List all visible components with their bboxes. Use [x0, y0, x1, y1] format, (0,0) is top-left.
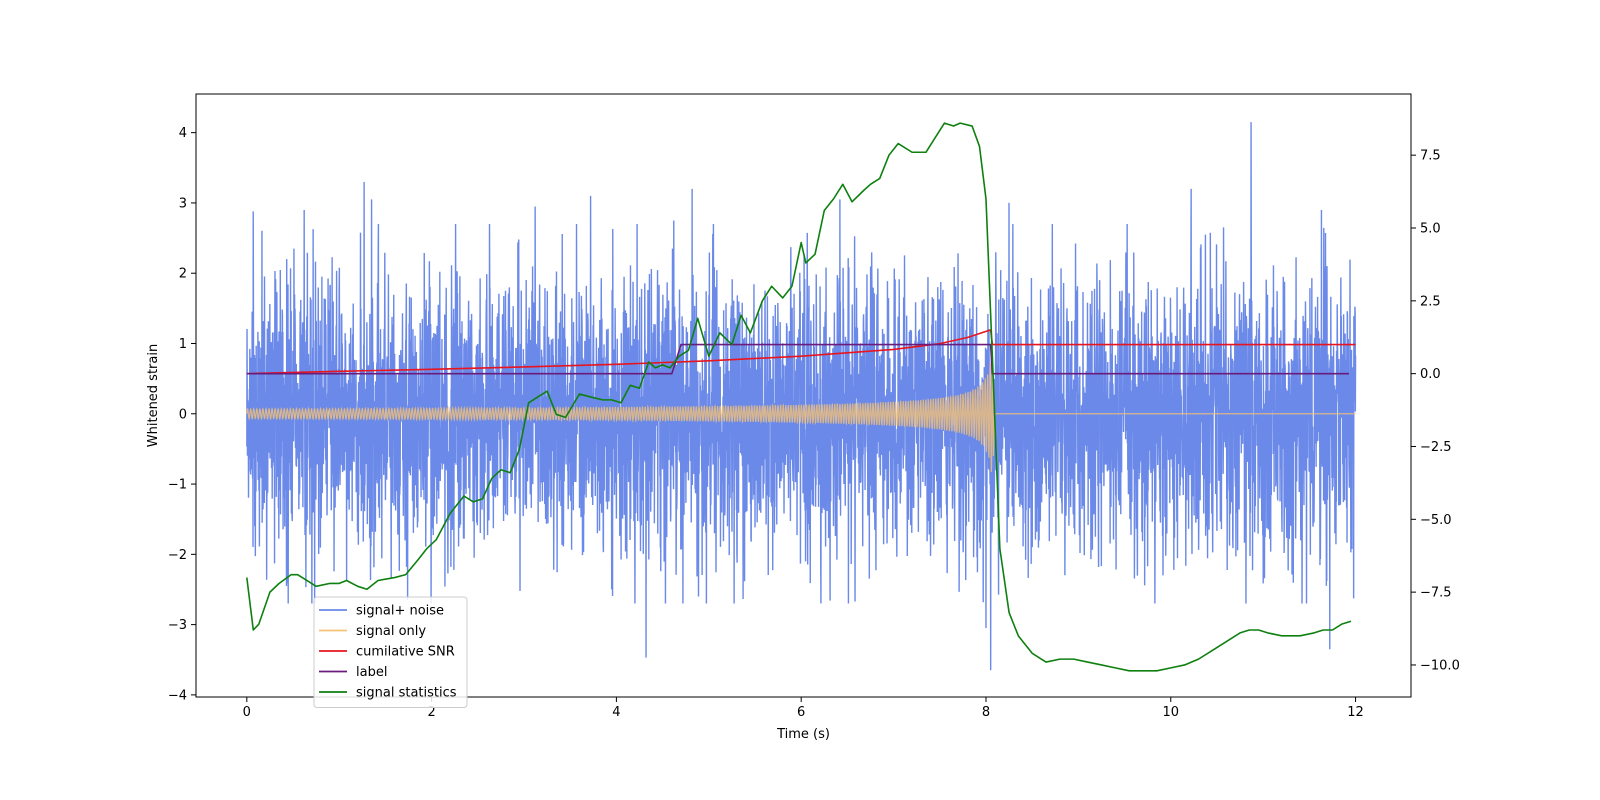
series-signal-only: [246, 350, 1356, 473]
y-tick-label: −4: [168, 688, 187, 703]
legend: signal+ noise signal only cumilative SNR la…: [313, 596, 468, 708]
plot-frame: [195, 93, 1412, 698]
y-tick-label: 0: [179, 407, 187, 422]
y2-tick-label: 2.5: [1420, 294, 1441, 309]
y2-tick-label: −7.5: [1420, 586, 1452, 601]
x-tick-label: 8: [982, 705, 990, 720]
x-tick-label: 0: [243, 705, 251, 720]
series-signal-statistics: [246, 122, 1352, 672]
y-tick-label: −3: [168, 618, 187, 633]
y-axis-label: Whitened strain: [146, 344, 161, 447]
series-cumulative-snr: [246, 329, 1356, 375]
legend-label: signal statistics: [356, 686, 457, 701]
y-tick-label: −2: [168, 548, 187, 563]
y-axis-left: −4 −3 −2 −1 0 1 2 3 4: [168, 126, 196, 703]
y2-tick-label: 7.5: [1420, 149, 1441, 164]
y2-tick-label: −5.0: [1420, 513, 1452, 528]
x-tick-label: 4: [612, 705, 620, 720]
x-axis: 0 2 4 6 8 10 12: [243, 697, 1364, 720]
legend-box: [313, 596, 468, 708]
legend-label: label: [356, 665, 387, 680]
y-tick-label: 2: [179, 267, 187, 282]
legend-label: signal only: [356, 624, 426, 639]
x-tick-label: 2: [427, 705, 435, 720]
y-axis-right: −10.0 −7.5 −5.0 −2.5 0.0 2.5 5.0 7.5: [1411, 149, 1460, 673]
legend-label: cumilative SNR: [356, 645, 455, 660]
legend-label: signal+ noise: [356, 604, 444, 619]
series-label: [246, 343, 1350, 375]
y-tick-label: −1: [168, 478, 187, 493]
y-tick-label: 4: [179, 126, 187, 141]
x-tick-label: 6: [797, 705, 805, 720]
y2-tick-label: 0.0: [1420, 367, 1441, 382]
y2-tick-label: −10.0: [1420, 658, 1460, 673]
y-tick-label: 3: [179, 196, 187, 211]
x-axis-label: Time (s): [776, 727, 830, 742]
x-tick-label: 10: [1162, 705, 1179, 720]
y-tick-label: 1: [179, 337, 187, 352]
series-layer: [246, 122, 1357, 672]
y2-tick-label: −2.5: [1420, 440, 1452, 455]
x-tick-label: 12: [1347, 705, 1364, 720]
y2-tick-label: 5.0: [1420, 222, 1441, 237]
